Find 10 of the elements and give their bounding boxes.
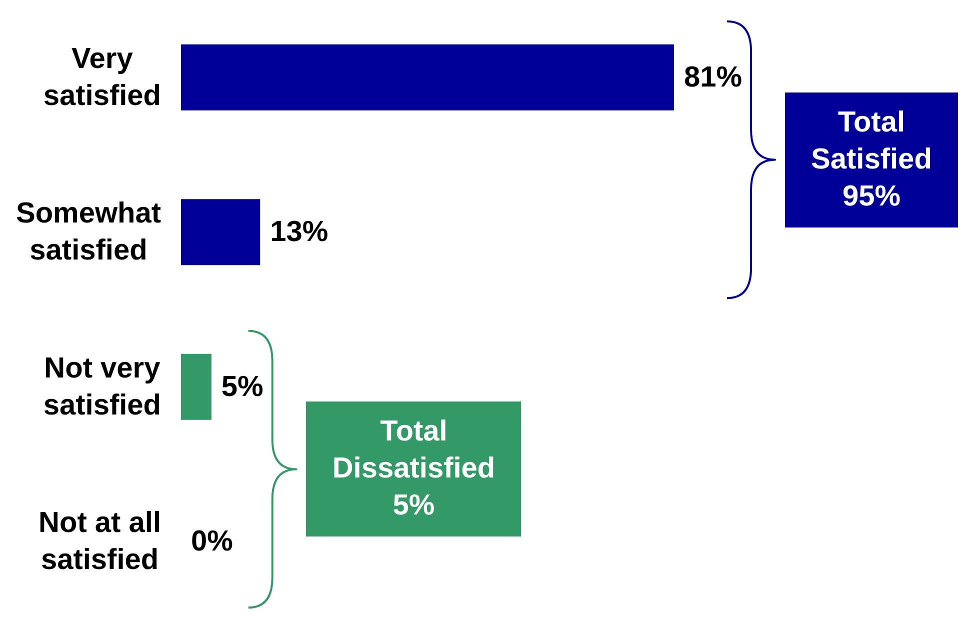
data-label: 5% — [221, 370, 264, 403]
text: Total Satisfied 95% — [785, 92, 958, 228]
y-tick-label: Somewhat satisfied — [16, 198, 162, 267]
annotation: Total Dissatisfied 5% — [306, 402, 522, 537]
y-tick-label: Not very satisfied — [43, 352, 162, 422]
data-label: 13% — [270, 216, 328, 248]
y-tick-label: Very satisfied — [43, 42, 162, 112]
y-tick-label: Not at all satisfied — [38, 507, 162, 576]
data-label: 0% — [191, 526, 234, 558]
data-label: 81% — [684, 61, 742, 94]
